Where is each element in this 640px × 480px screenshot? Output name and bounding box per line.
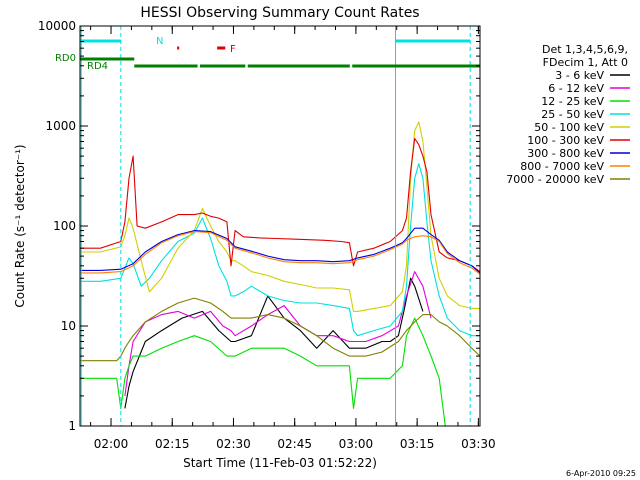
legend-label: 100 - 300 keV (527, 134, 604, 147)
series-line-5 (80, 137, 481, 273)
chart-title: HESSI Observing Summary Count Rates (140, 5, 419, 21)
legend-header: FDecim 1, Att 0 (543, 56, 628, 69)
x-tick-label: 02:45 (277, 437, 312, 451)
y-tick-label: 1000 (45, 119, 76, 133)
series-line-2 (80, 317, 446, 427)
annotation-label: RD0 (55, 53, 76, 64)
legend-label: 50 - 100 keV (534, 121, 604, 134)
series-line-8 (80, 297, 481, 362)
plot-frame (79, 25, 481, 427)
legend: Det 1,3,4,5,6,9,FDecim 1, Att 03 - 6 keV… (506, 43, 630, 186)
legend-label: 6 - 12 keV (548, 82, 604, 95)
y-tick-label: 10 (61, 319, 76, 333)
legend-label: 800 - 7000 keV (520, 160, 604, 173)
x-tick-label: 03:15 (400, 437, 435, 451)
y-tick-label: 10000 (38, 19, 76, 33)
series-line-6 (80, 227, 481, 274)
x-tick-label: 02:15 (155, 437, 190, 451)
y-axis: 1 10 100 1000 10000 (38, 19, 480, 433)
legend-label: 7000 - 20000 keV (506, 173, 604, 186)
legend-label: 25 - 50 keV (541, 108, 604, 121)
legend-header: Det 1,3,4,5,6,9, (542, 43, 628, 56)
annotations: N RD0 RD4 F (55, 26, 480, 426)
annotation-label: RD4 (87, 61, 108, 72)
annotation-label: N (156, 36, 163, 47)
series-line-0 (124, 277, 424, 409)
footer-timestamp: 6-Apr-2010 09:25 (566, 469, 636, 478)
series-line-7 (80, 231, 481, 275)
annotation-label: F (230, 44, 236, 55)
series-line-3 (80, 163, 480, 337)
x-axis: 02:00 02:15 02:30 02:45 03:00 03:15 03:30 (90, 26, 496, 451)
y-tick-label: 100 (53, 219, 76, 233)
x-tick-label: 03:30 (461, 437, 496, 451)
legend-label: 300 - 800 keV (527, 147, 604, 160)
series-line-1 (124, 271, 432, 396)
y-axis-label: Count Rate (s⁻¹ detector⁻¹) (13, 144, 27, 307)
x-axis-label: Start Time (11-Feb-03 01:52:22) (183, 456, 377, 470)
legend-label: 12 - 25 keV (541, 95, 604, 108)
series-line-4 (80, 121, 480, 312)
legend-label: 3 - 6 keV (555, 69, 604, 82)
x-tick-label: 02:30 (216, 437, 251, 451)
plot-area (80, 121, 481, 427)
x-tick-label: 02:00 (94, 437, 129, 451)
y-tick-label: 1 (68, 419, 76, 433)
x-tick-label: 03:00 (339, 437, 374, 451)
